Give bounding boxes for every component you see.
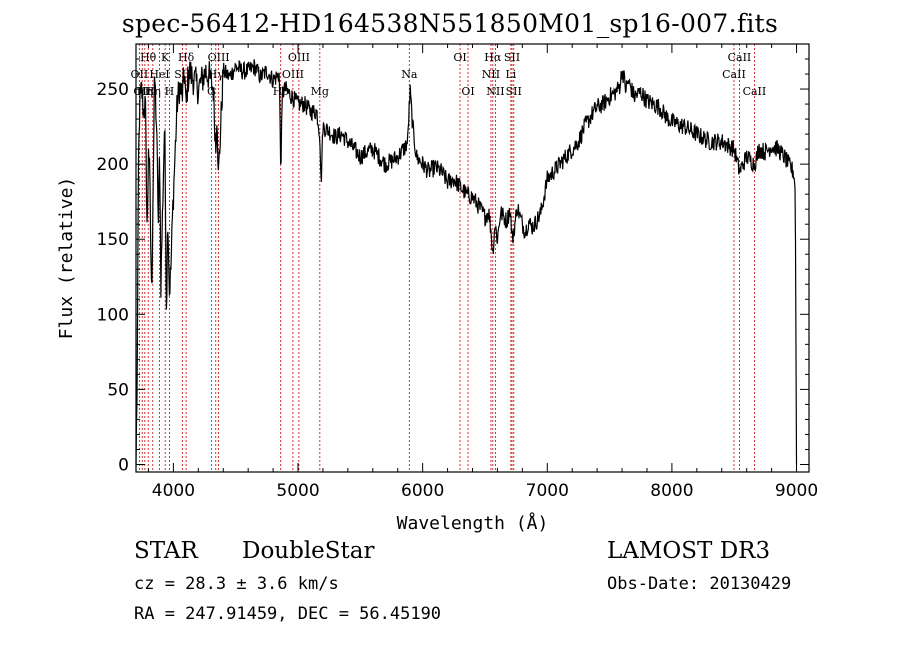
x-tick-label: 9000 [775, 481, 818, 501]
spectral-line-label: NII [486, 85, 504, 98]
y-tick-label: 250 [97, 80, 129, 100]
x-tick-label: 7000 [526, 481, 569, 501]
x-tick-label: 6000 [401, 481, 444, 501]
spectral-line-label: G [207, 85, 216, 98]
spectral-line-label: Hη [145, 85, 161, 98]
y-axis-label: Flux (relative) [56, 177, 77, 340]
spectral-line-label: OI [461, 85, 474, 98]
spectral-line-label: OIII [208, 51, 230, 64]
ra-dec-coordinates: RA = 247.91459, DEC = 56.45190 [134, 604, 442, 624]
x-tick-label: 8000 [650, 481, 693, 501]
x-tick-label: 5000 [276, 481, 319, 501]
y-tick-label: 200 [97, 155, 129, 175]
y-tick-label: 100 [97, 305, 129, 325]
spectral-line-label: CaII [743, 85, 767, 98]
plot-frame [135, 43, 810, 473]
y-tick-label: 0 [118, 455, 129, 475]
spectral-line-label: Mg [311, 85, 329, 98]
spectral-line-label: Hδ [178, 51, 195, 64]
x-axis-label: Wavelength (Å) [397, 512, 549, 534]
observation-date: Obs-Date: 20130429 [607, 574, 792, 594]
spectral-line-label: Li [505, 68, 516, 81]
spectral-line-label: Na [401, 68, 418, 81]
spectrum-line [135, 59, 798, 465]
spectral-line-label: NII [482, 68, 500, 81]
y-tick-label: 150 [97, 230, 129, 250]
spectral-line-label: CaII [728, 51, 752, 64]
x-tick-label: 4000 [152, 481, 195, 501]
chart-title: spec-56412-HD164538N551850M01_sp16-007.f… [121, 9, 779, 38]
spectral-line-markers [138, 44, 755, 472]
spectral-line-label: SII [506, 85, 522, 98]
spectral-line-label: SII [174, 68, 190, 81]
object-subclass: DoubleStar [242, 538, 375, 564]
spectral-line-label: SII [504, 51, 520, 64]
object-class: STAR [134, 538, 198, 564]
spectral-line-label: OI [453, 51, 466, 64]
spectral-line-label: HeI [149, 68, 169, 81]
spectral-line-label: H [165, 85, 175, 98]
spectral-line-label: OIII [288, 51, 310, 64]
spectral-line-label: Hθ [140, 51, 157, 64]
spectral-line-label: Hα [484, 51, 502, 64]
y-tick-label: 50 [107, 380, 129, 400]
survey-name: LAMOST DR3 [607, 538, 771, 564]
spectral-line-label: OIII [282, 68, 304, 81]
redshift-cz: cz = 28.3 ± 3.6 km/s [134, 574, 339, 594]
y-axis: 0 50 100 150 200 250 [97, 58, 809, 475]
spectral-line-label: K [161, 51, 170, 64]
spectral-line-label: CaII [722, 68, 746, 81]
x-axis: 4000 5000 6000 7000 8000 9000 [147, 44, 818, 501]
